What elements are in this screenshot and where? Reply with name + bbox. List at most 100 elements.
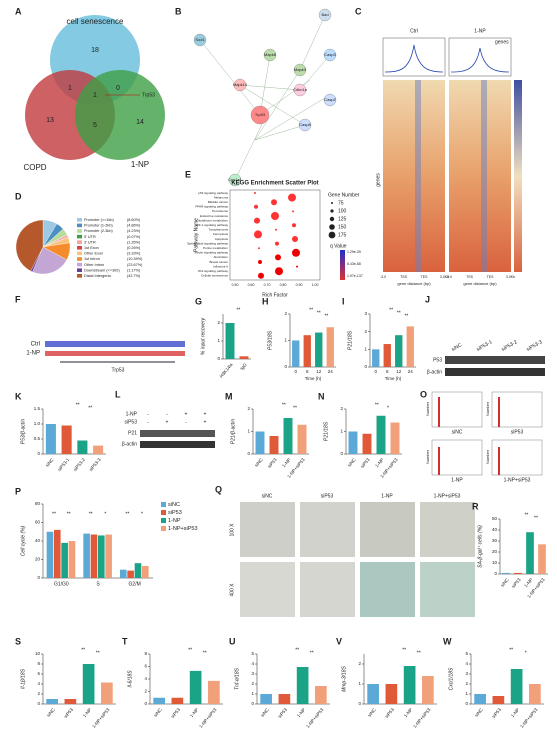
network-node	[323, 93, 337, 107]
bar	[171, 697, 184, 704]
pathway: Melanoma	[214, 195, 228, 199]
legend: genes	[495, 39, 509, 45]
bar	[127, 570, 134, 578]
x-tick-label: siP53	[170, 707, 181, 719]
legend-swatch	[77, 257, 82, 261]
x-tick-label: siP53	[384, 707, 395, 719]
node-label: Mapk8	[264, 52, 277, 57]
row-label: 400 X	[229, 583, 235, 597]
significance: **	[125, 511, 129, 517]
x-tick-label: 1-NP+siP53	[198, 707, 218, 729]
y-tick-label: 2	[284, 311, 287, 316]
track	[45, 341, 185, 347]
x-tick-label: H3K14la	[219, 362, 234, 379]
significance: **	[402, 647, 406, 653]
bar	[134, 563, 142, 578]
node-label: Mapk3	[294, 67, 307, 72]
bar	[255, 431, 265, 454]
tick-label: 0.90	[296, 283, 303, 287]
count: 5	[93, 122, 97, 129]
y-tick-label: 1	[364, 347, 367, 352]
tick-label: 3.0Kb	[440, 275, 449, 279]
x-tick-label: 1-NP	[82, 707, 92, 718]
significance: **	[96, 650, 100, 656]
pathway: Insulin signaling pathway	[195, 251, 229, 255]
legend-label: 125	[338, 216, 347, 222]
bar	[326, 327, 334, 367]
profile-box	[448, 37, 512, 77]
x-tick-label: 24	[408, 369, 414, 374]
legend-label: 1.97e-137	[347, 274, 363, 278]
legend-dot	[331, 202, 333, 204]
x-tick-label: 1-NP	[510, 707, 520, 718]
network-node	[250, 105, 270, 125]
bar	[395, 335, 403, 367]
pathway: Peroxisome	[212, 209, 228, 213]
y-tick-label: 2	[217, 320, 220, 325]
sign: +	[166, 419, 169, 425]
y-tick-label: 0	[494, 571, 497, 576]
bar	[239, 356, 249, 359]
x-tick-label: siNC	[260, 707, 271, 718]
sign: +	[185, 411, 188, 417]
legend-swatch	[77, 234, 82, 239]
y-tick-label: 6	[144, 664, 147, 669]
sign: -	[185, 419, 187, 425]
value-label: (0.07%)	[127, 235, 141, 239]
value-label: (4.23%)	[127, 229, 141, 233]
axis-label: Number	[425, 449, 430, 464]
y-axis-label: Tnf-α/18S	[234, 667, 240, 690]
y-tick-label: 1	[340, 429, 343, 434]
significance: **	[524, 512, 528, 518]
y-tick-label: 4	[37, 681, 40, 686]
lane-label: siP53-1	[476, 339, 494, 353]
significance: **	[317, 310, 321, 316]
x-tick-label: siP53-3	[88, 457, 102, 472]
x-tick-label: 1-NP	[296, 707, 306, 718]
blot-band	[445, 356, 545, 364]
panel-letter: O	[420, 389, 427, 399]
y-tick-label: 10	[35, 651, 41, 656]
bar	[348, 431, 358, 454]
y-tick-label: 0.5	[34, 436, 41, 441]
y-tick-label: 4	[465, 661, 468, 666]
bar	[538, 544, 546, 574]
legend-label: Downstream (<=300)	[84, 268, 120, 272]
enrichment-dot	[275, 241, 279, 246]
heatmap-band	[415, 80, 421, 272]
x-tick-label: siP53	[63, 707, 74, 719]
tick-label: 0.70	[264, 283, 271, 287]
tick-label: 3.0Kb	[506, 275, 515, 279]
panel-letter: B	[175, 6, 182, 16]
legend-swatch	[77, 223, 82, 228]
panel-letter: J	[425, 294, 430, 304]
pathway: Toxoplasmosis	[208, 228, 228, 232]
bar	[422, 676, 434, 704]
y-axis-label: P53/β-actin	[20, 419, 26, 445]
y-tick-label: 20	[492, 549, 498, 554]
lane-label: siP53-2	[501, 339, 519, 353]
legend-swatch	[161, 502, 166, 507]
count: 14	[136, 119, 144, 126]
significance: **	[324, 313, 328, 319]
legend-dot	[330, 209, 334, 213]
x-tick-label: G2/M	[129, 581, 141, 587]
y-axis-label: P21/18S	[347, 330, 353, 350]
bar	[93, 445, 104, 454]
enrichment-dot	[296, 265, 298, 268]
bar	[362, 433, 372, 454]
significance: **	[88, 405, 92, 411]
y-tick-label: 1	[284, 338, 287, 343]
network-node	[298, 118, 312, 132]
legend-dot	[329, 224, 335, 230]
significance: **	[188, 647, 192, 653]
x-tick-label: 12	[396, 369, 402, 374]
y-axis-label: Cxcl1/18S	[448, 667, 454, 690]
colorbar	[514, 80, 522, 272]
bar	[406, 326, 414, 367]
enrichment-dot	[254, 204, 258, 209]
legend-label: 1-NP+siP53	[168, 526, 198, 532]
y-tick-label: 8	[37, 661, 40, 666]
x-tick-label: 1-NP+siP53	[412, 707, 432, 729]
panel-letter: D	[15, 191, 22, 201]
